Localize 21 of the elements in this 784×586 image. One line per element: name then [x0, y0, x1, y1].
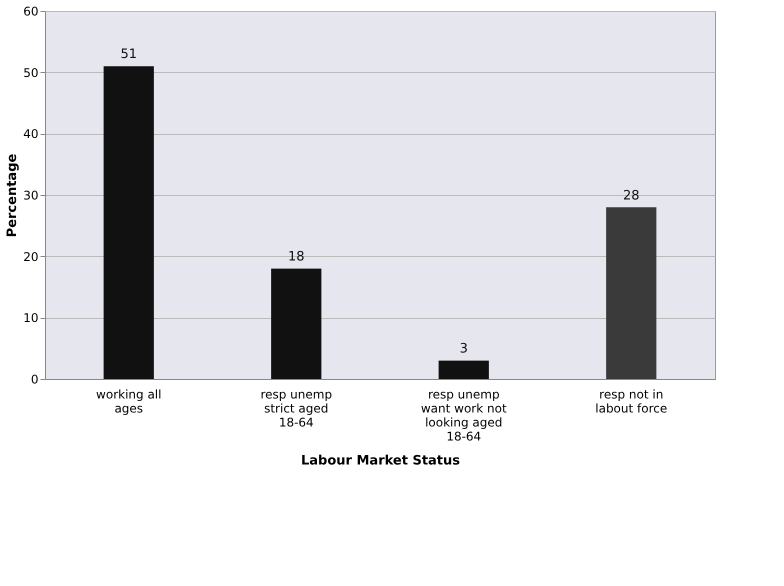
y-tick-label: 60 [23, 4, 38, 18]
y-tick-label: 10 [23, 311, 38, 326]
data-label: 3 [460, 342, 468, 357]
x-tick-label: resp unemp strict aged 18-64 [260, 388, 332, 430]
bar [271, 268, 322, 379]
x-tick-label: working all ages [96, 388, 162, 416]
y-tick-label: 50 [23, 66, 38, 80]
y-axis-title: Percentage [5, 154, 20, 238]
data-label: 51 [120, 47, 138, 62]
data-label: 28 [622, 188, 640, 204]
y-tick-label: 20 [23, 250, 38, 264]
y-tick-label: 30 [23, 188, 38, 202]
bar [606, 207, 656, 379]
x-tick-label: resp unemp want work not looking aged 18-64 [420, 388, 507, 444]
bar [104, 66, 154, 379]
x-tick-label: resp not in labout force [595, 388, 668, 416]
x-axis-title: Labour Market Status [300, 454, 460, 468]
data-label: 18 [288, 250, 305, 265]
y-tick-label: 40 [23, 127, 38, 142]
bar [438, 360, 489, 379]
y-tick-label: 0 [30, 372, 38, 386]
